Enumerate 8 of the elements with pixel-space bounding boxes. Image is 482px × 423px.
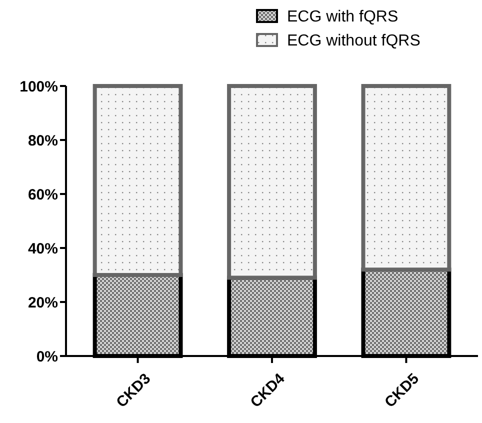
y-tick-label: 0% [36, 348, 58, 366]
y-tick-label: 40% [28, 240, 58, 258]
legend-label: ECG with fQRS [287, 8, 398, 26]
y-tick-label: 60% [28, 186, 58, 204]
y-tick-label: 80% [28, 132, 58, 150]
y-tick-label: 100% [20, 78, 58, 96]
y-tick-label: 20% [28, 294, 58, 312]
legend-label: ECG without fQRS [287, 32, 420, 50]
